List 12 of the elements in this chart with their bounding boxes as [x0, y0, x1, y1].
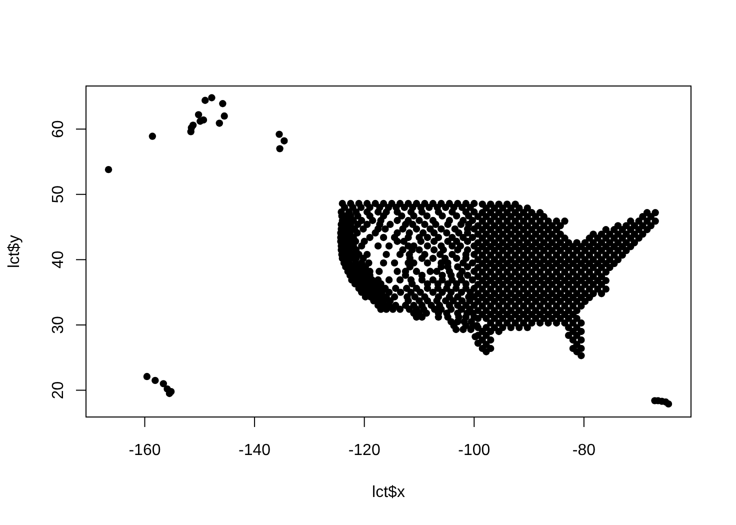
y-tick-label: 50: [50, 185, 67, 204]
x-tick-label: -160: [128, 442, 161, 459]
x-tick-label: -80: [572, 442, 596, 459]
x-axis-title: lct$x: [372, 484, 405, 501]
x-tick-label: -140: [238, 442, 271, 459]
y-tick-label: 30: [50, 316, 67, 334]
y-axis-title: lct$y: [6, 235, 23, 268]
x-tick-label: -120: [348, 442, 380, 459]
y-tick-label: 40: [50, 250, 67, 269]
x-tick-label: -100: [458, 442, 490, 459]
y-tick-label: 20: [50, 381, 67, 400]
y-tick-label: 60: [50, 120, 67, 138]
